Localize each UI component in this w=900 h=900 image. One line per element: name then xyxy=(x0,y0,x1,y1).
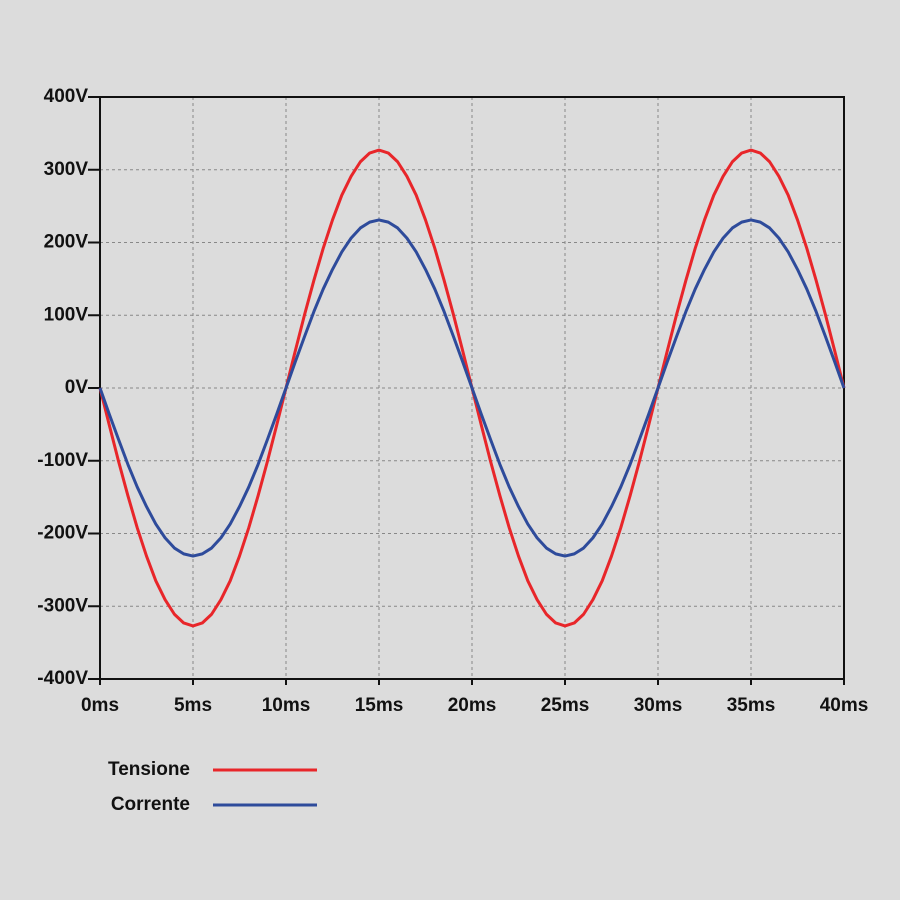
x-tick-label: 20ms xyxy=(448,695,497,716)
x-tick-label: 40ms xyxy=(820,695,869,716)
y-tick-label: 0V xyxy=(65,377,89,398)
y-tick-label: -400V xyxy=(37,668,88,689)
x-tick-label: 10ms xyxy=(262,695,311,716)
y-tick-label: -100V xyxy=(37,450,88,471)
y-tick-label: 100V xyxy=(44,304,89,325)
y-tick-label: -300V xyxy=(37,595,88,616)
y-tick-label: 400V xyxy=(44,86,89,107)
x-tick-label: 5ms xyxy=(174,695,212,716)
y-tick-label: 300V xyxy=(44,159,89,180)
x-tick-label: 35ms xyxy=(727,695,776,716)
x-tick-label: 0ms xyxy=(81,695,119,716)
legend-label: Corrente xyxy=(111,794,190,815)
y-tick-label: 200V xyxy=(44,232,89,253)
series-line xyxy=(98,218,846,558)
x-tick-label: 30ms xyxy=(634,695,683,716)
x-tick-label: 25ms xyxy=(541,695,590,716)
y-tick-label: -200V xyxy=(37,523,88,544)
x-tick-label: 15ms xyxy=(355,695,404,716)
legend-label: Tensione xyxy=(108,759,190,780)
